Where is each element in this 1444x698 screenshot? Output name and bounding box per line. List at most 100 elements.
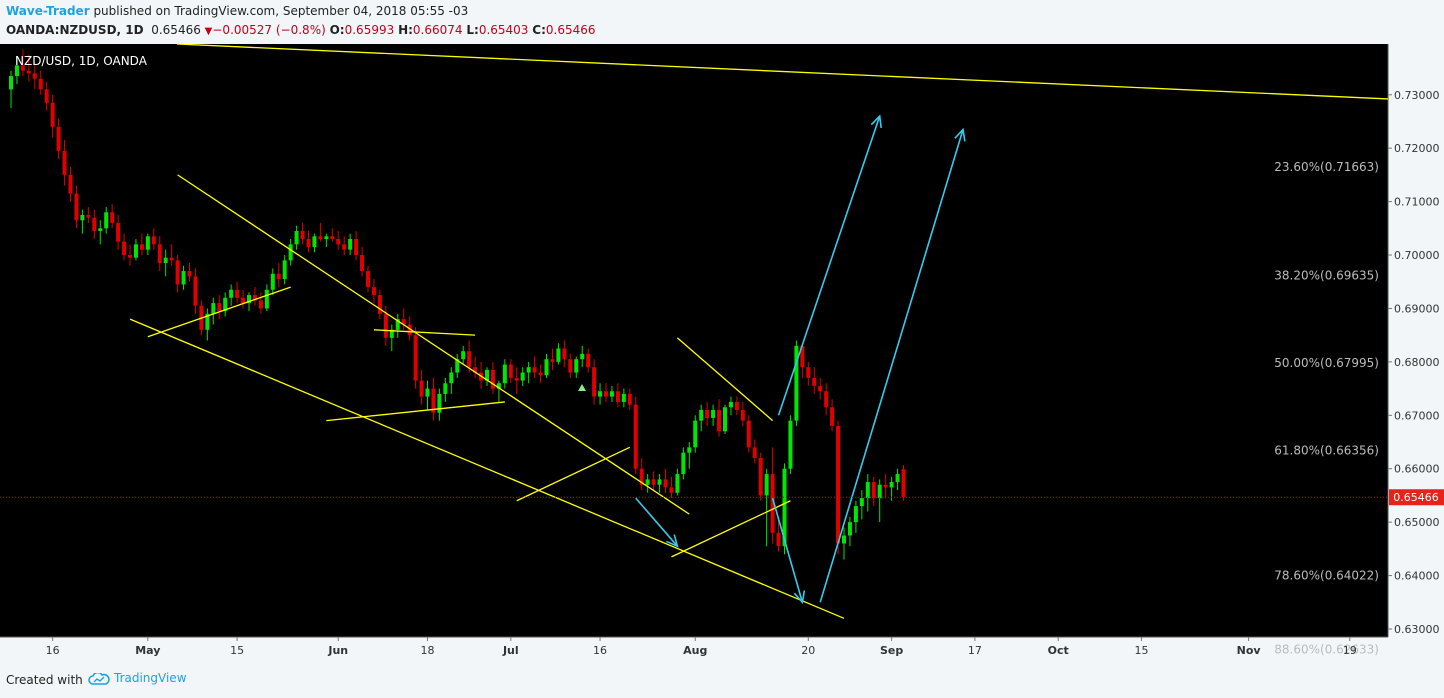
time-tick-label: May: [135, 644, 160, 657]
candle-body: [371, 287, 376, 296]
candle-body: [764, 474, 769, 496]
candle-body: [133, 244, 138, 258]
candle-body: [574, 359, 579, 373]
candle-body: [62, 150, 67, 175]
candle-body: [157, 244, 162, 264]
close-value: 0.65466: [545, 23, 596, 37]
candle-body: [651, 479, 656, 485]
candle-body: [366, 271, 370, 288]
author-link[interactable]: Wave-Trader: [6, 4, 90, 18]
time-tick-label: 18: [421, 644, 435, 657]
high-label: H:: [398, 23, 413, 37]
candle-body: [211, 303, 216, 314]
candle-body: [544, 359, 549, 376]
candle-body: [407, 324, 412, 336]
price-change: −0.00527 (−0.8%): [212, 23, 326, 37]
candle-body: [705, 409, 710, 418]
candle-body: [80, 214, 85, 221]
candle-body: [241, 297, 246, 304]
time-tick-label: Jul: [502, 644, 519, 657]
tradingview-label: TradingView: [114, 671, 187, 685]
candle-body: [604, 391, 608, 397]
candle-body: [746, 420, 751, 448]
candle-body: [288, 244, 293, 261]
candle-body: [871, 482, 876, 499]
candle-body: [627, 393, 632, 405]
open-value: 0.65993: [344, 23, 395, 37]
publish-line: Wave-Trader published on TradingView.com…: [6, 4, 468, 18]
price-tick-label: 0.65000: [1394, 516, 1440, 529]
price-tick-label: 0.67000: [1394, 409, 1440, 422]
candle-body: [669, 487, 674, 493]
candle-body: [383, 313, 388, 338]
projection-arrows: [635, 114, 966, 605]
tradingview-link[interactable]: TradingView: [88, 671, 187, 685]
candle-body: [592, 367, 597, 397]
time-axis[interactable]: [0, 637, 1388, 663]
candle-body: [193, 276, 198, 306]
plot-background[interactable]: [0, 44, 1388, 637]
candle-body: [104, 212, 109, 229]
candle-body: [740, 409, 745, 421]
time-tick-label: Oct: [1048, 644, 1069, 657]
candle-body: [318, 236, 323, 239]
candle-body: [86, 214, 91, 218]
candle-body: [568, 359, 573, 373]
price-tick-label: 0.73000: [1394, 89, 1440, 102]
candle-body: [20, 65, 25, 71]
candle-body: [818, 385, 823, 392]
price-tick-label: 0.72000: [1394, 142, 1440, 155]
last-price-marker: 0.65466: [0, 489, 1444, 506]
fib-levels: 23.60%(0.71663) 38.20%(0.69635) 50.00%(0.6…: [1274, 160, 1379, 656]
candle-body: [556, 348, 561, 362]
price-tick-label: 0.69000: [1394, 302, 1440, 315]
candle-body: [252, 295, 257, 301]
candle-body: [473, 367, 478, 373]
candle-body: [723, 407, 727, 432]
candle-body: [181, 271, 186, 285]
fib-label: 23.60%(0.71663): [1274, 160, 1379, 174]
candle-body: [865, 482, 870, 499]
arrow-shaft: [771, 497, 804, 603]
price-ticks: 0.73000 0.72000 0.71000 0.70000 0.69000 0.680…: [1388, 89, 1440, 636]
candle-body: [794, 345, 799, 421]
candle-body: [294, 230, 299, 245]
time-tick-label: 16: [593, 644, 607, 657]
candle-body: [92, 217, 97, 231]
candle-body: [717, 409, 722, 432]
candle-body: [901, 469, 906, 498]
candle-body: [235, 289, 240, 298]
publish-info: published on TradingView.com, September …: [89, 4, 469, 18]
candle-body: [895, 474, 900, 483]
fib-label: 88.60%(0.62633): [1274, 643, 1379, 657]
candle-body: [169, 257, 174, 261]
candle-body: [32, 73, 37, 79]
candle-body: [889, 482, 894, 488]
trendline: [516, 446, 631, 502]
fib-label: 78.60%(0.64022): [1274, 568, 1379, 582]
candle-body: [98, 228, 103, 231]
candle-body: [877, 484, 882, 499]
candle-body: [300, 230, 305, 239]
candle-body: [859, 498, 864, 507]
time-tick-label: Aug: [683, 644, 707, 657]
candle-body: [455, 359, 460, 373]
event-marker-icon: [578, 384, 586, 391]
candle-body: [782, 468, 787, 547]
last-price-tag: [1389, 489, 1444, 506]
candle-body: [806, 367, 811, 378]
arrow-head: [666, 534, 679, 548]
candle-body: [217, 303, 222, 312]
candle-body: [461, 351, 466, 360]
candle-body: [639, 468, 644, 485]
price-chart[interactable]: 23.60%(0.71663) 38.20%(0.69635) 50.00%(0.6…: [0, 44, 1444, 663]
candle-body: [538, 372, 543, 376]
candle-body: [151, 236, 156, 245]
candle-body: [205, 313, 210, 330]
last-price: 0.65466: [151, 23, 201, 37]
price-axis[interactable]: [1388, 44, 1444, 663]
trendline: [671, 500, 791, 558]
trendline: [147, 286, 291, 338]
candle-body: [348, 238, 353, 250]
candle-body: [258, 300, 263, 309]
